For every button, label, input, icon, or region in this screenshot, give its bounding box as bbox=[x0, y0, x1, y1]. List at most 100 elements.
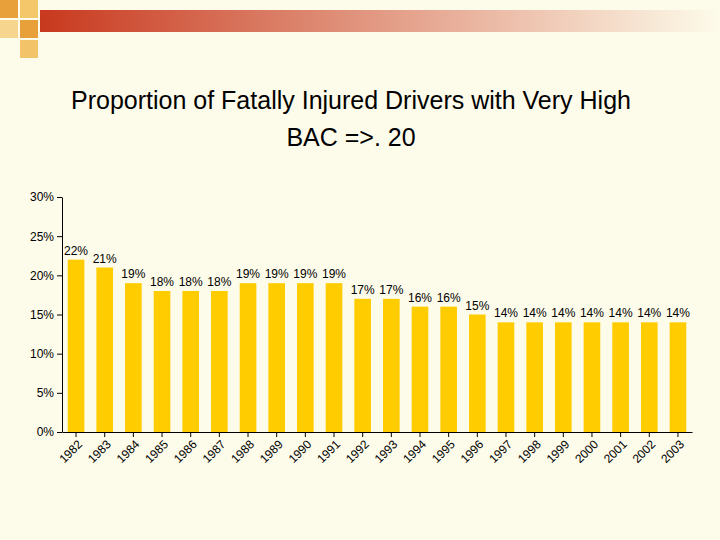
y-tick: 30% bbox=[30, 190, 62, 204]
bar bbox=[498, 322, 515, 432]
x-tick: 1987 bbox=[200, 432, 229, 466]
bar bbox=[125, 283, 142, 432]
x-tick-label: 1998 bbox=[515, 437, 544, 466]
x-tick-mark bbox=[391, 432, 392, 437]
x-tick-mark bbox=[419, 432, 420, 437]
data-label: 14% bbox=[494, 306, 518, 320]
bar bbox=[440, 307, 457, 432]
x-tick-mark bbox=[76, 432, 77, 437]
x-tick-label: 1995 bbox=[429, 437, 458, 466]
x-tick-mark bbox=[477, 432, 478, 437]
y-tick-label: 25% bbox=[30, 230, 54, 244]
x-tick-mark bbox=[362, 432, 363, 437]
x-tick: 1984 bbox=[114, 432, 143, 466]
x-tick-label: 1991 bbox=[314, 437, 343, 466]
data-label: 21% bbox=[93, 252, 117, 266]
bar bbox=[354, 299, 371, 432]
x-tick-mark bbox=[505, 432, 506, 437]
decor-square bbox=[0, 20, 18, 38]
x-tick: 1994 bbox=[400, 432, 429, 466]
x-tick: 1999 bbox=[544, 432, 573, 466]
x-tick-mark bbox=[305, 432, 306, 437]
x-tick-label: 1982 bbox=[56, 437, 85, 466]
data-label: 19% bbox=[236, 267, 260, 281]
x-tick-label: 1992 bbox=[343, 437, 372, 466]
y-tick-label: 5% bbox=[37, 386, 55, 400]
data-label: 18% bbox=[179, 275, 203, 289]
x-tick: 1992 bbox=[343, 432, 372, 466]
x-tick-mark bbox=[448, 432, 449, 437]
data-label: 14% bbox=[666, 306, 690, 320]
decor-square bbox=[20, 40, 38, 58]
bar bbox=[68, 260, 85, 432]
chart-svg: Proportion of Fatally Injured Drivers wi… bbox=[0, 0, 720, 540]
y-tick-label: 0% bbox=[37, 425, 55, 439]
bar bbox=[584, 322, 601, 432]
bar bbox=[211, 291, 228, 432]
bar bbox=[154, 291, 171, 432]
x-tick: 1983 bbox=[85, 432, 114, 466]
x-tick: 1982 bbox=[56, 432, 85, 466]
x-tick-mark bbox=[133, 432, 134, 437]
x-tick-mark bbox=[334, 432, 335, 437]
data-label: 22% bbox=[64, 244, 88, 258]
bar bbox=[326, 283, 343, 432]
x-axis-line bbox=[63, 432, 693, 433]
x-tick-mark bbox=[248, 432, 249, 437]
x-tick-label: 1997 bbox=[486, 437, 515, 466]
y-tick-mark bbox=[57, 315, 62, 316]
x-tick-label: 2003 bbox=[658, 437, 687, 466]
bar bbox=[268, 283, 285, 432]
data-label: 19% bbox=[322, 267, 346, 281]
x-tick-label: 1988 bbox=[228, 437, 257, 466]
x-tick: 1997 bbox=[486, 432, 515, 466]
x-tick-label: 1987 bbox=[200, 437, 229, 466]
x-tick: 1985 bbox=[142, 432, 171, 466]
data-labels: 22%21%19%18%18%18%19%19%19%19%17%17%16%1… bbox=[64, 244, 690, 321]
x-tick: 1990 bbox=[286, 432, 315, 466]
x-tick-label: 1993 bbox=[372, 437, 401, 466]
x-tick-label: 1999 bbox=[544, 437, 573, 466]
title-line: Proportion of Fatally Injured Drivers wi… bbox=[71, 86, 631, 114]
x-tick: 1991 bbox=[314, 432, 343, 466]
x-tick: 1993 bbox=[372, 432, 401, 466]
x-tick: 2000 bbox=[572, 432, 601, 466]
y-tick-mark bbox=[57, 236, 62, 237]
header-band bbox=[40, 10, 720, 32]
data-label: 19% bbox=[121, 267, 145, 281]
x-tick-label: 2000 bbox=[572, 437, 601, 466]
y-tick-mark bbox=[57, 197, 62, 198]
bar bbox=[297, 283, 314, 432]
bars bbox=[68, 260, 687, 432]
bar bbox=[670, 322, 687, 432]
y-tick: 25% bbox=[30, 230, 62, 244]
data-label: 14% bbox=[523, 306, 547, 320]
bar bbox=[240, 283, 257, 432]
chart-title: Proportion of Fatally Injured Drivers wi… bbox=[71, 86, 631, 151]
x-tick-label: 2001 bbox=[601, 437, 630, 466]
x-tick-label: 1994 bbox=[400, 437, 429, 466]
x-tick: 1996 bbox=[458, 432, 487, 466]
data-label: 16% bbox=[408, 291, 432, 305]
y-tick: 20% bbox=[30, 269, 62, 283]
x-tick-mark bbox=[620, 432, 621, 437]
x-tick-mark bbox=[219, 432, 220, 437]
x-tick: 2002 bbox=[630, 432, 659, 466]
y-tick-label: 20% bbox=[30, 269, 54, 283]
x-tick: 1989 bbox=[257, 432, 286, 466]
bar bbox=[526, 322, 543, 432]
x-tick-mark bbox=[677, 432, 678, 437]
y-tick-label: 30% bbox=[30, 190, 54, 204]
bar bbox=[555, 322, 572, 432]
data-label: 17% bbox=[379, 283, 403, 297]
x-tick-label: 1990 bbox=[286, 437, 315, 466]
x-tick: 2001 bbox=[601, 432, 630, 466]
x-tick-mark bbox=[591, 432, 592, 437]
data-label: 16% bbox=[437, 291, 461, 305]
y-tick-label: 15% bbox=[30, 308, 54, 322]
x-tick: 1995 bbox=[429, 432, 458, 466]
data-label: 18% bbox=[150, 275, 174, 289]
y-tick: 5% bbox=[37, 386, 62, 400]
y-tick: 0% bbox=[37, 425, 62, 439]
y-tick-mark bbox=[57, 393, 62, 394]
